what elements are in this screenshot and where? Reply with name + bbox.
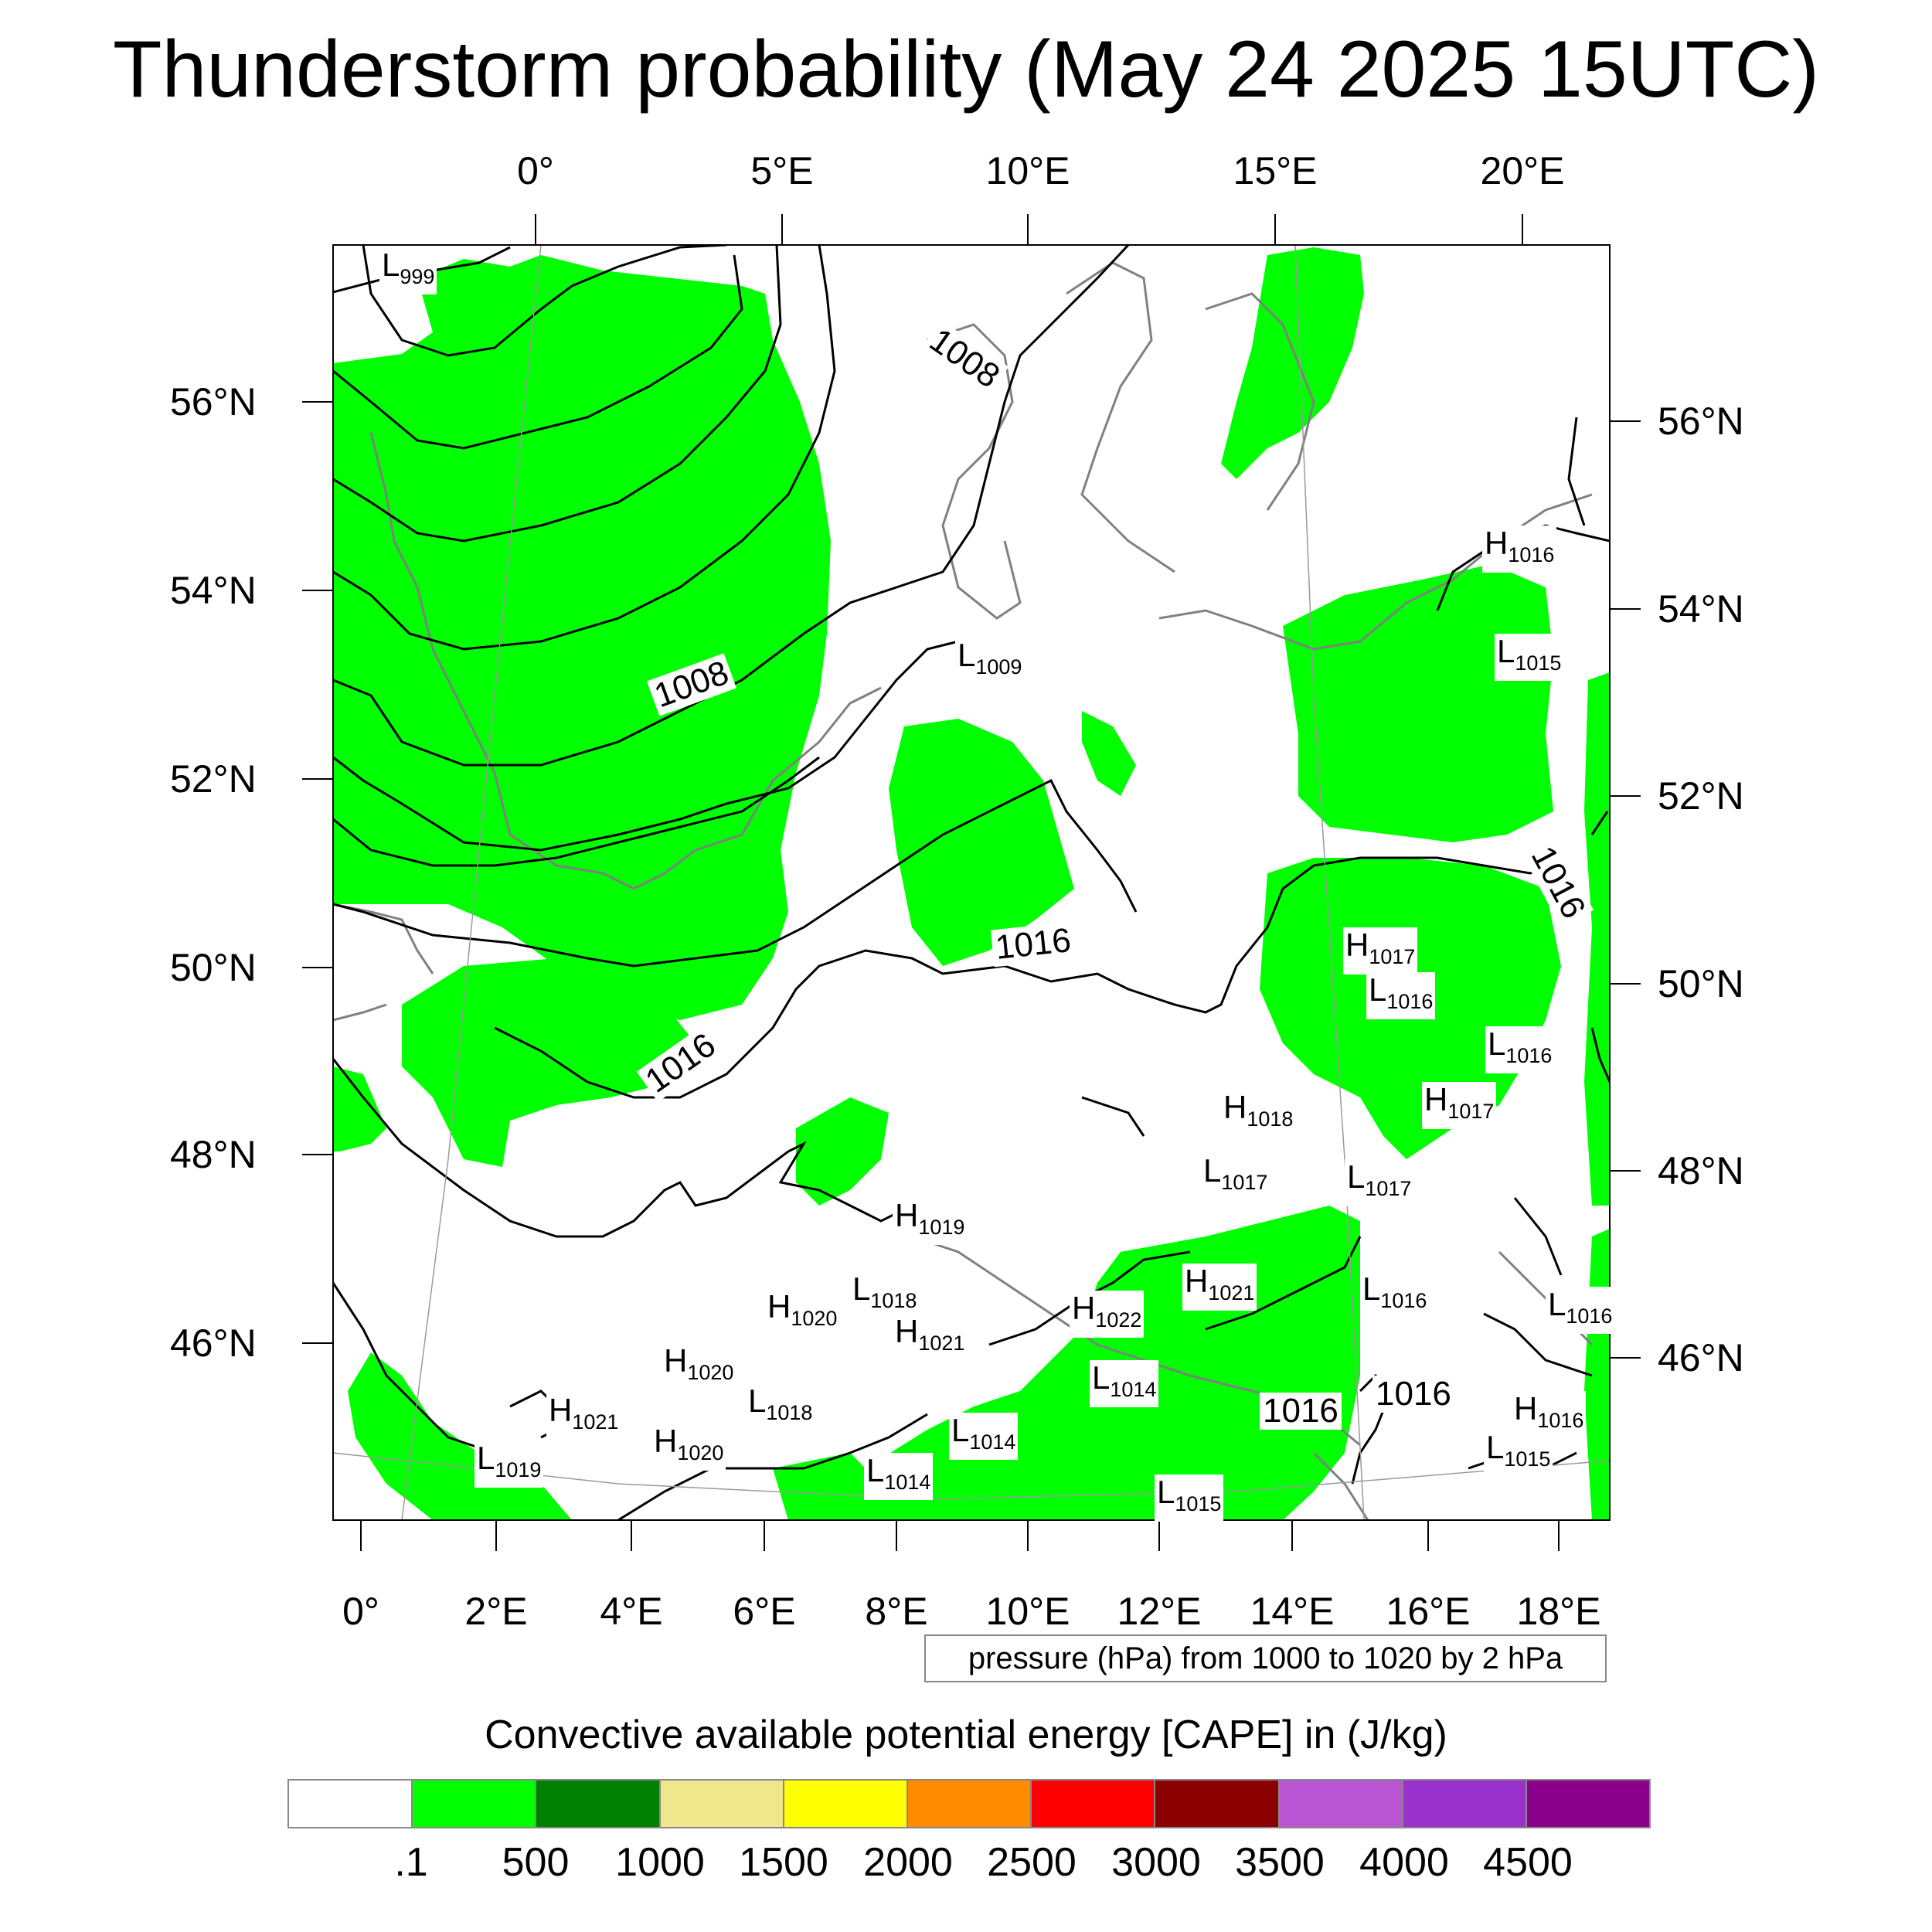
left-lat-label: 56°N: [170, 380, 257, 423]
pressure-center-label: H1022: [1070, 1291, 1145, 1338]
right-lat-label: 56°N: [1658, 400, 1744, 443]
pressure-center-label: L999: [379, 247, 437, 294]
left-lat-label: 54°N: [170, 569, 257, 612]
top-lon-label: 15°E: [1233, 149, 1318, 192]
colorbar-title: Convective available potential energy [C…: [485, 1713, 1447, 1757]
bottom-lon-label: 14°E: [1250, 1590, 1335, 1633]
pressure-center-label: H1020: [765, 1289, 840, 1336]
cape-area-poland: [1283, 564, 1553, 842]
colorbar: [287, 1779, 1651, 1828]
contour-label: 1016: [1372, 1376, 1454, 1413]
cape-area-southwest: [348, 1352, 572, 1520]
colorbar-box: [1401, 1781, 1526, 1827]
chart-title: Thunderstorm probability (May 24 2025 15…: [112, 25, 1820, 114]
contour-label: 1016: [1260, 1393, 1342, 1430]
bottom-lon-label: 2°E: [464, 1590, 528, 1633]
pressure-center-label: H1019: [893, 1198, 968, 1245]
colorbar-tick-label: 4000: [1359, 1840, 1449, 1885]
pressure-center-label: L1015: [1484, 1430, 1553, 1477]
cape-area-northwest: [333, 255, 831, 1020]
top-lon-label: 0°: [517, 149, 554, 192]
pressure-center-label: L1014: [864, 1453, 934, 1500]
pressure-center-label: H1017: [1343, 927, 1418, 975]
colorbar-box: [289, 1781, 412, 1827]
bottom-lon-label: 0°: [342, 1590, 379, 1633]
pressure-center-label: L1016: [1485, 1026, 1555, 1073]
pressure-center-label: H1020: [662, 1343, 736, 1390]
top-lon-label: 20°E: [1480, 149, 1565, 192]
colorbar-box: [906, 1781, 1031, 1827]
right-lat-label: 50°N: [1658, 962, 1744, 1005]
top-lon-label: 5°E: [750, 149, 814, 192]
cape-area-scandinavia: [1221, 247, 1364, 479]
map-frame: [332, 244, 1611, 1521]
cape-area-central: [796, 1097, 889, 1206]
pressure-center-label: L1018: [850, 1271, 920, 1318]
colorbar-tick-label: 3000: [1111, 1840, 1201, 1885]
colorbar-tick-label: 500: [502, 1840, 570, 1885]
bottom-lon-label: 10°E: [985, 1590, 1070, 1633]
left-lat-label: 52°N: [170, 757, 257, 801]
pressure-center-label: L1017: [1345, 1159, 1414, 1206]
cape-fields: [333, 247, 1610, 1520]
left-lat-label: 46°N: [170, 1321, 257, 1365]
cape-area-france: [402, 958, 696, 1167]
bottom-lon-label: 8°E: [865, 1590, 928, 1633]
pressure-contours: [333, 245, 1610, 1520]
pressure-center-label: H1017: [1422, 1082, 1497, 1129]
colorbar-tick-label: 2000: [863, 1840, 953, 1885]
bottom-lon-label: 12°E: [1117, 1590, 1202, 1633]
colorbar-box: [1154, 1781, 1278, 1827]
right-lat-label: 46°N: [1658, 1336, 1744, 1379]
colorbar-box: [1525, 1781, 1650, 1827]
colorbar-box: [782, 1781, 906, 1827]
pressure-center-label: L1016: [1546, 1287, 1615, 1334]
bottom-lon-label: 6°E: [733, 1590, 796, 1633]
pressure-center-label: L1015: [1495, 634, 1564, 681]
pressure-center-label: L1017: [1201, 1153, 1270, 1200]
colorbar-tick-label: 1000: [615, 1840, 705, 1885]
right-lat-label: 52°N: [1658, 774, 1744, 818]
cape-area-west-edge: [333, 1066, 386, 1151]
pressure-center-label: L1015: [1155, 1475, 1224, 1522]
right-lat-label: 48°N: [1658, 1149, 1744, 1192]
pressure-center-label: L1014: [1090, 1360, 1159, 1407]
colorbar-tick-label: .1: [394, 1840, 428, 1885]
pressure-center-label: L1018: [746, 1383, 815, 1430]
cape-area-germany: [889, 719, 1074, 966]
pressure-center-label: H1020: [651, 1423, 726, 1471]
colorbar-tick-label: 3500: [1235, 1840, 1325, 1885]
pressure-center-label: H1021: [546, 1393, 621, 1440]
pressure-center-label: H1021: [1182, 1264, 1257, 1311]
colorbar-box: [1030, 1781, 1155, 1827]
pressure-center-label: L1014: [949, 1413, 1019, 1460]
bottom-lon-label: 16°E: [1386, 1590, 1471, 1633]
pressure-center-label: H1018: [1221, 1090, 1296, 1137]
colorbar-box: [411, 1781, 536, 1827]
colorbar-tick-label: 4500: [1483, 1840, 1573, 1885]
pressure-center-label: L1009: [955, 638, 1025, 685]
colorbar-tick-label: 2500: [987, 1840, 1077, 1885]
colorbar-box: [1277, 1781, 1402, 1827]
left-lat-label: 48°N: [170, 1133, 257, 1176]
bottom-lon-label: 4°E: [600, 1590, 663, 1633]
colorbar-box: [535, 1781, 659, 1827]
right-lat-label: 54°N: [1658, 587, 1744, 631]
contour-info-box: pressure (hPa) from 1000 to 1020 by 2 hP…: [924, 1634, 1607, 1682]
cape-area-east-edge: [1584, 672, 1610, 1206]
pressure-center-label: L1016: [1366, 972, 1436, 1019]
tick-marks: [302, 214, 1641, 1551]
left-lat-label: 50°N: [170, 946, 257, 989]
colorbar-box: [658, 1781, 783, 1827]
pressure-center-label: H1021: [893, 1314, 968, 1361]
top-lon-label: 10°E: [985, 149, 1070, 192]
pressure-center-label: L1019: [474, 1440, 544, 1488]
colorbar-tick-label: 1500: [739, 1840, 828, 1885]
coastlines: [333, 261, 1594, 1520]
pressure-center-label: H1016: [1482, 526, 1557, 573]
pressure-center-label: L1016: [1360, 1271, 1430, 1318]
bottom-lon-label: 18°E: [1516, 1590, 1601, 1633]
cape-area-small-de: [1082, 711, 1136, 796]
cape-area-italy-south: [773, 1453, 881, 1520]
